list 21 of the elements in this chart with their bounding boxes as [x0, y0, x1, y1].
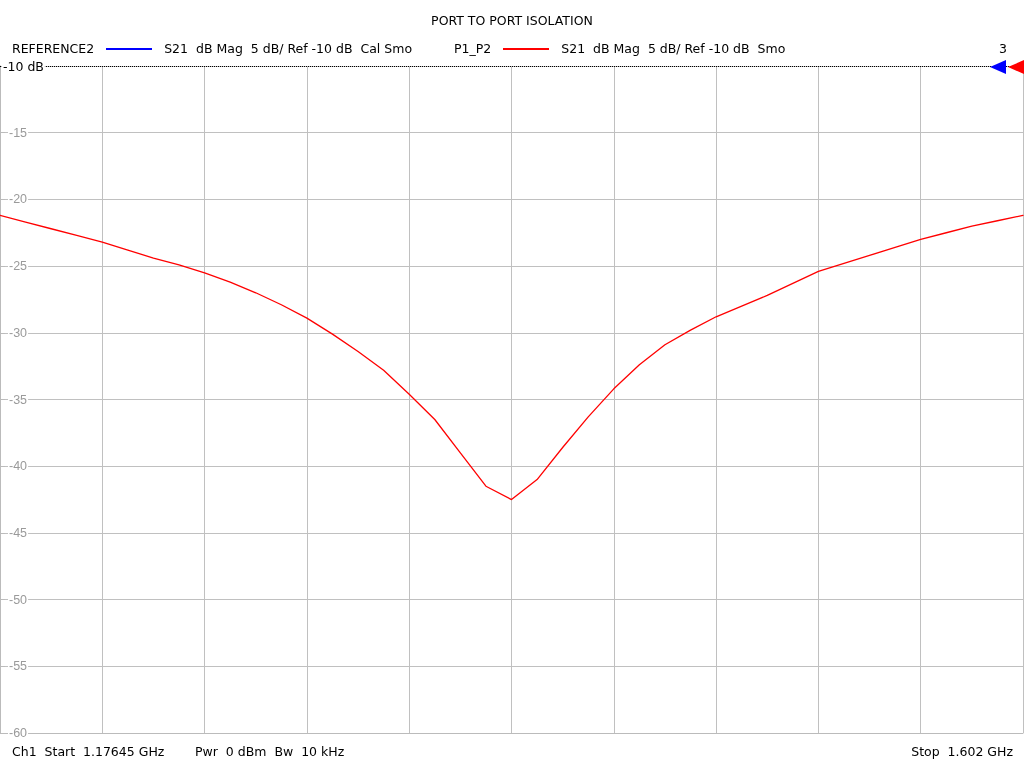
text: 3 — [999, 41, 1007, 56]
y-tick-label: -55 — [9, 659, 28, 674]
y-tick-label: -60 — [9, 726, 28, 740]
text: Stop 1.602 GHz — [911, 744, 1013, 759]
text: Pwr 0 dBm Bw 10 kHz — [195, 744, 345, 759]
y-tick-label: -15 — [9, 125, 28, 140]
ref-line-label: -10 dB — [3, 59, 44, 74]
chart-title: PORT TO PORT ISOLATION — [430, 13, 594, 28]
y-tick-label: -20 — [9, 192, 28, 207]
y-tick-label: -40 — [9, 459, 28, 474]
text: Ch1 Start 1.17645 GHz — [12, 744, 165, 759]
y-tick-label: -45 — [9, 525, 28, 540]
y-tick-label: -50 — [9, 592, 28, 607]
legend-label: S21 dB Mag 5 dB/ Ref -10 dB Smo — [561, 41, 786, 56]
text: P1_P2 — [454, 41, 492, 56]
line-series — [0, 214, 1024, 501]
text: REFERENCE2 — [12, 41, 95, 56]
y-tick-label: -25 — [9, 259, 28, 274]
y-tick-label: -35 — [9, 392, 28, 407]
y-tick-label: -30 — [9, 325, 28, 340]
legend-label: S21 dB Mag 5 dB/ Ref -10 dB Cal Smo — [164, 41, 413, 56]
